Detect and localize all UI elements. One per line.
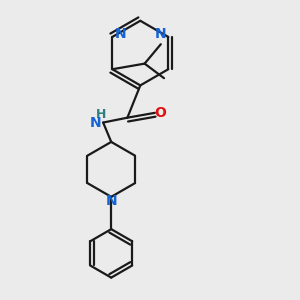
Text: O: O	[155, 106, 167, 120]
Text: N: N	[105, 194, 117, 208]
Text: N: N	[154, 27, 166, 41]
Text: H: H	[96, 108, 107, 121]
Text: N: N	[115, 27, 126, 41]
Text: N: N	[90, 116, 101, 130]
